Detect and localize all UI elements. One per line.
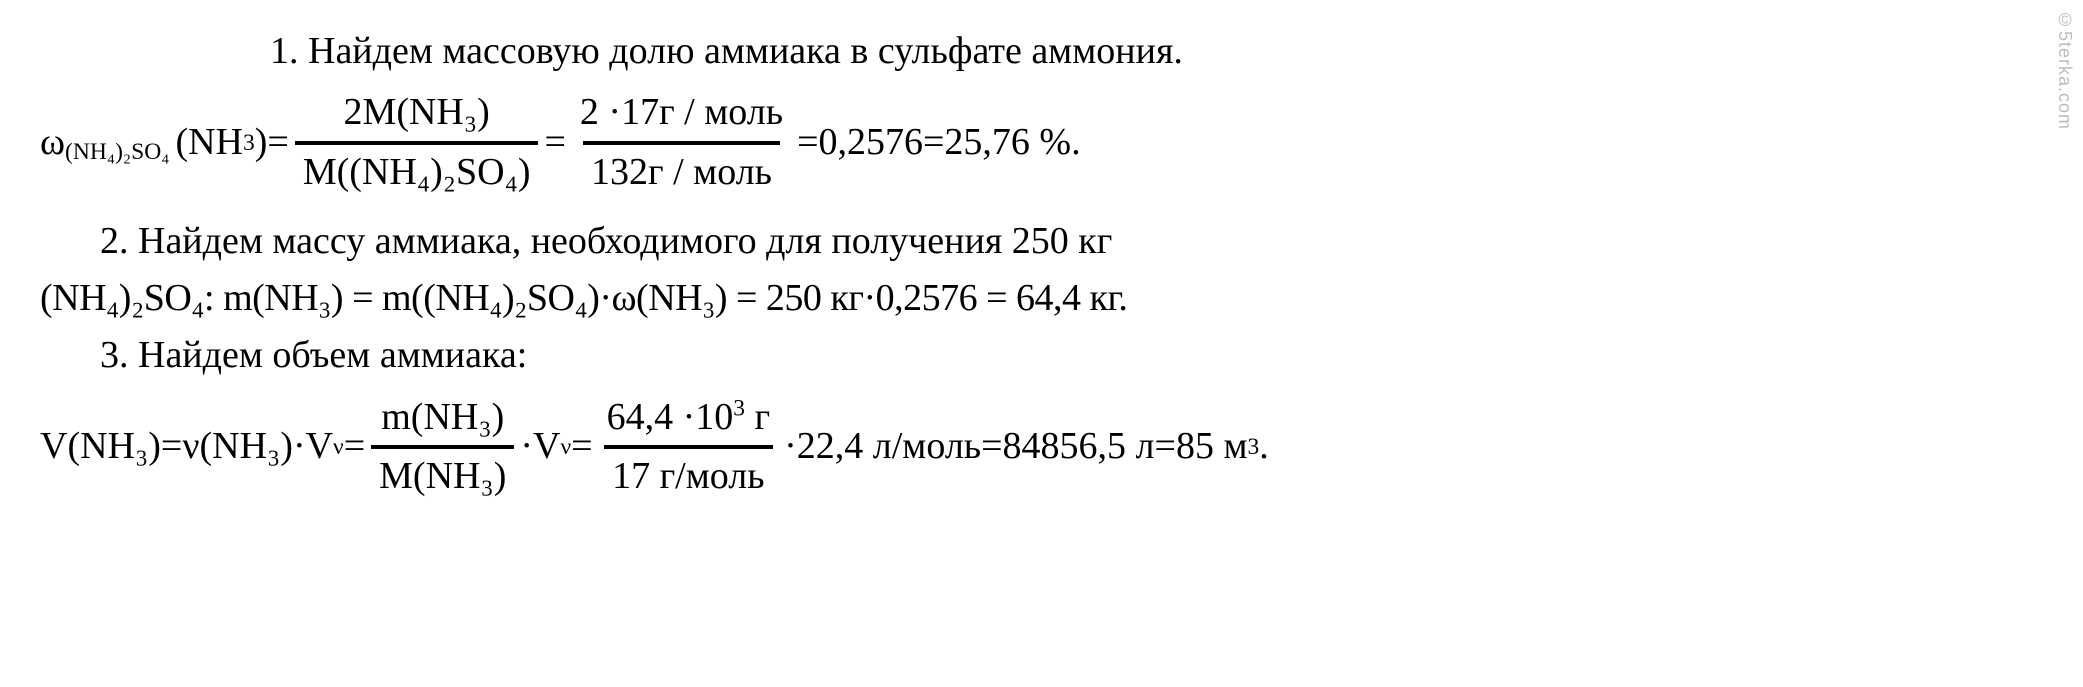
step3-tail: ·22,4 л/моль=84856,5 л=85 м [784,421,1247,472]
step3-frac2-num: 64,4 ·103 г [599,392,779,445]
step3-mid-dot: · [520,421,533,472]
step1-eq1: = [544,117,565,168]
step3-heading: 3. Найдем объем аммиака: [40,330,2043,381]
step3-Vv1-V: V [306,421,333,472]
step1-frac1-num: 2M(NH₃) [336,87,498,140]
step3-frac1: m(NH₃) M(NH₃) [371,392,514,503]
step3-frac1-num: m(NH₃) [373,392,512,445]
step3-frac2-num-main: 64,4 ·10 [607,396,734,438]
omega-arg-close: )= [255,117,289,168]
step1-frac2-num: 2 ·17г / моль [572,87,791,140]
step1-result: =0,2576=25,76 %. [797,117,1081,168]
step3-tail-end: . [1259,421,1269,472]
step1-frac1: 2M(NH₃) M((NH₄)₂SO₄) [295,87,539,198]
step3-frac2-num-sup: 3 [733,395,745,421]
omega-arg-open: (NH [175,117,243,168]
omega-subscript: (NH₄)₂SO₄ [65,142,169,163]
step3-Vv2-V: V [533,421,560,472]
step1-frac1-den: M((NH₄)₂SO₄) [295,141,539,198]
step3-lhs: V(NH₃)=ν(NH₃)· [40,421,306,472]
step1-frac2: 2 ·17г / моль 132г / моль [572,87,791,198]
omega-symbol: ω [40,117,65,168]
step2-line1: 2. Найдем массу аммиака, необходимого дл… [40,216,2000,267]
step1-formula: ω (NH₄)₂SO₄ (NH3)= 2M(NH₃) M((NH₄)₂SO₄) … [40,87,2043,198]
step3-formula: V(NH₃)=ν(NH₃)· Vν = m(NH₃) M(NH₃) · Vν =… [40,392,2043,503]
watermark-text: ©5terka.com [2053,10,2077,130]
step3-eq1: = [344,421,365,472]
step3-frac2: 64,4 ·103 г 17 г/моль [599,392,779,503]
step1-frac2-den: 132г / моль [583,141,780,198]
step3-frac1-den: M(NH₃) [371,445,514,502]
step3-frac2-num-tail: г [745,396,770,438]
step1-heading: 1. Найдем массовую долю аммиака в сульфа… [40,26,2043,77]
step3-eq2: = [571,421,592,472]
step2-line2: (NH₄)₂SO₄: m(NH₃) = m((NH₄)₂SO₄)·ω(NH₃) … [40,273,2043,324]
step3-frac2-den: 17 г/моль [604,445,772,502]
